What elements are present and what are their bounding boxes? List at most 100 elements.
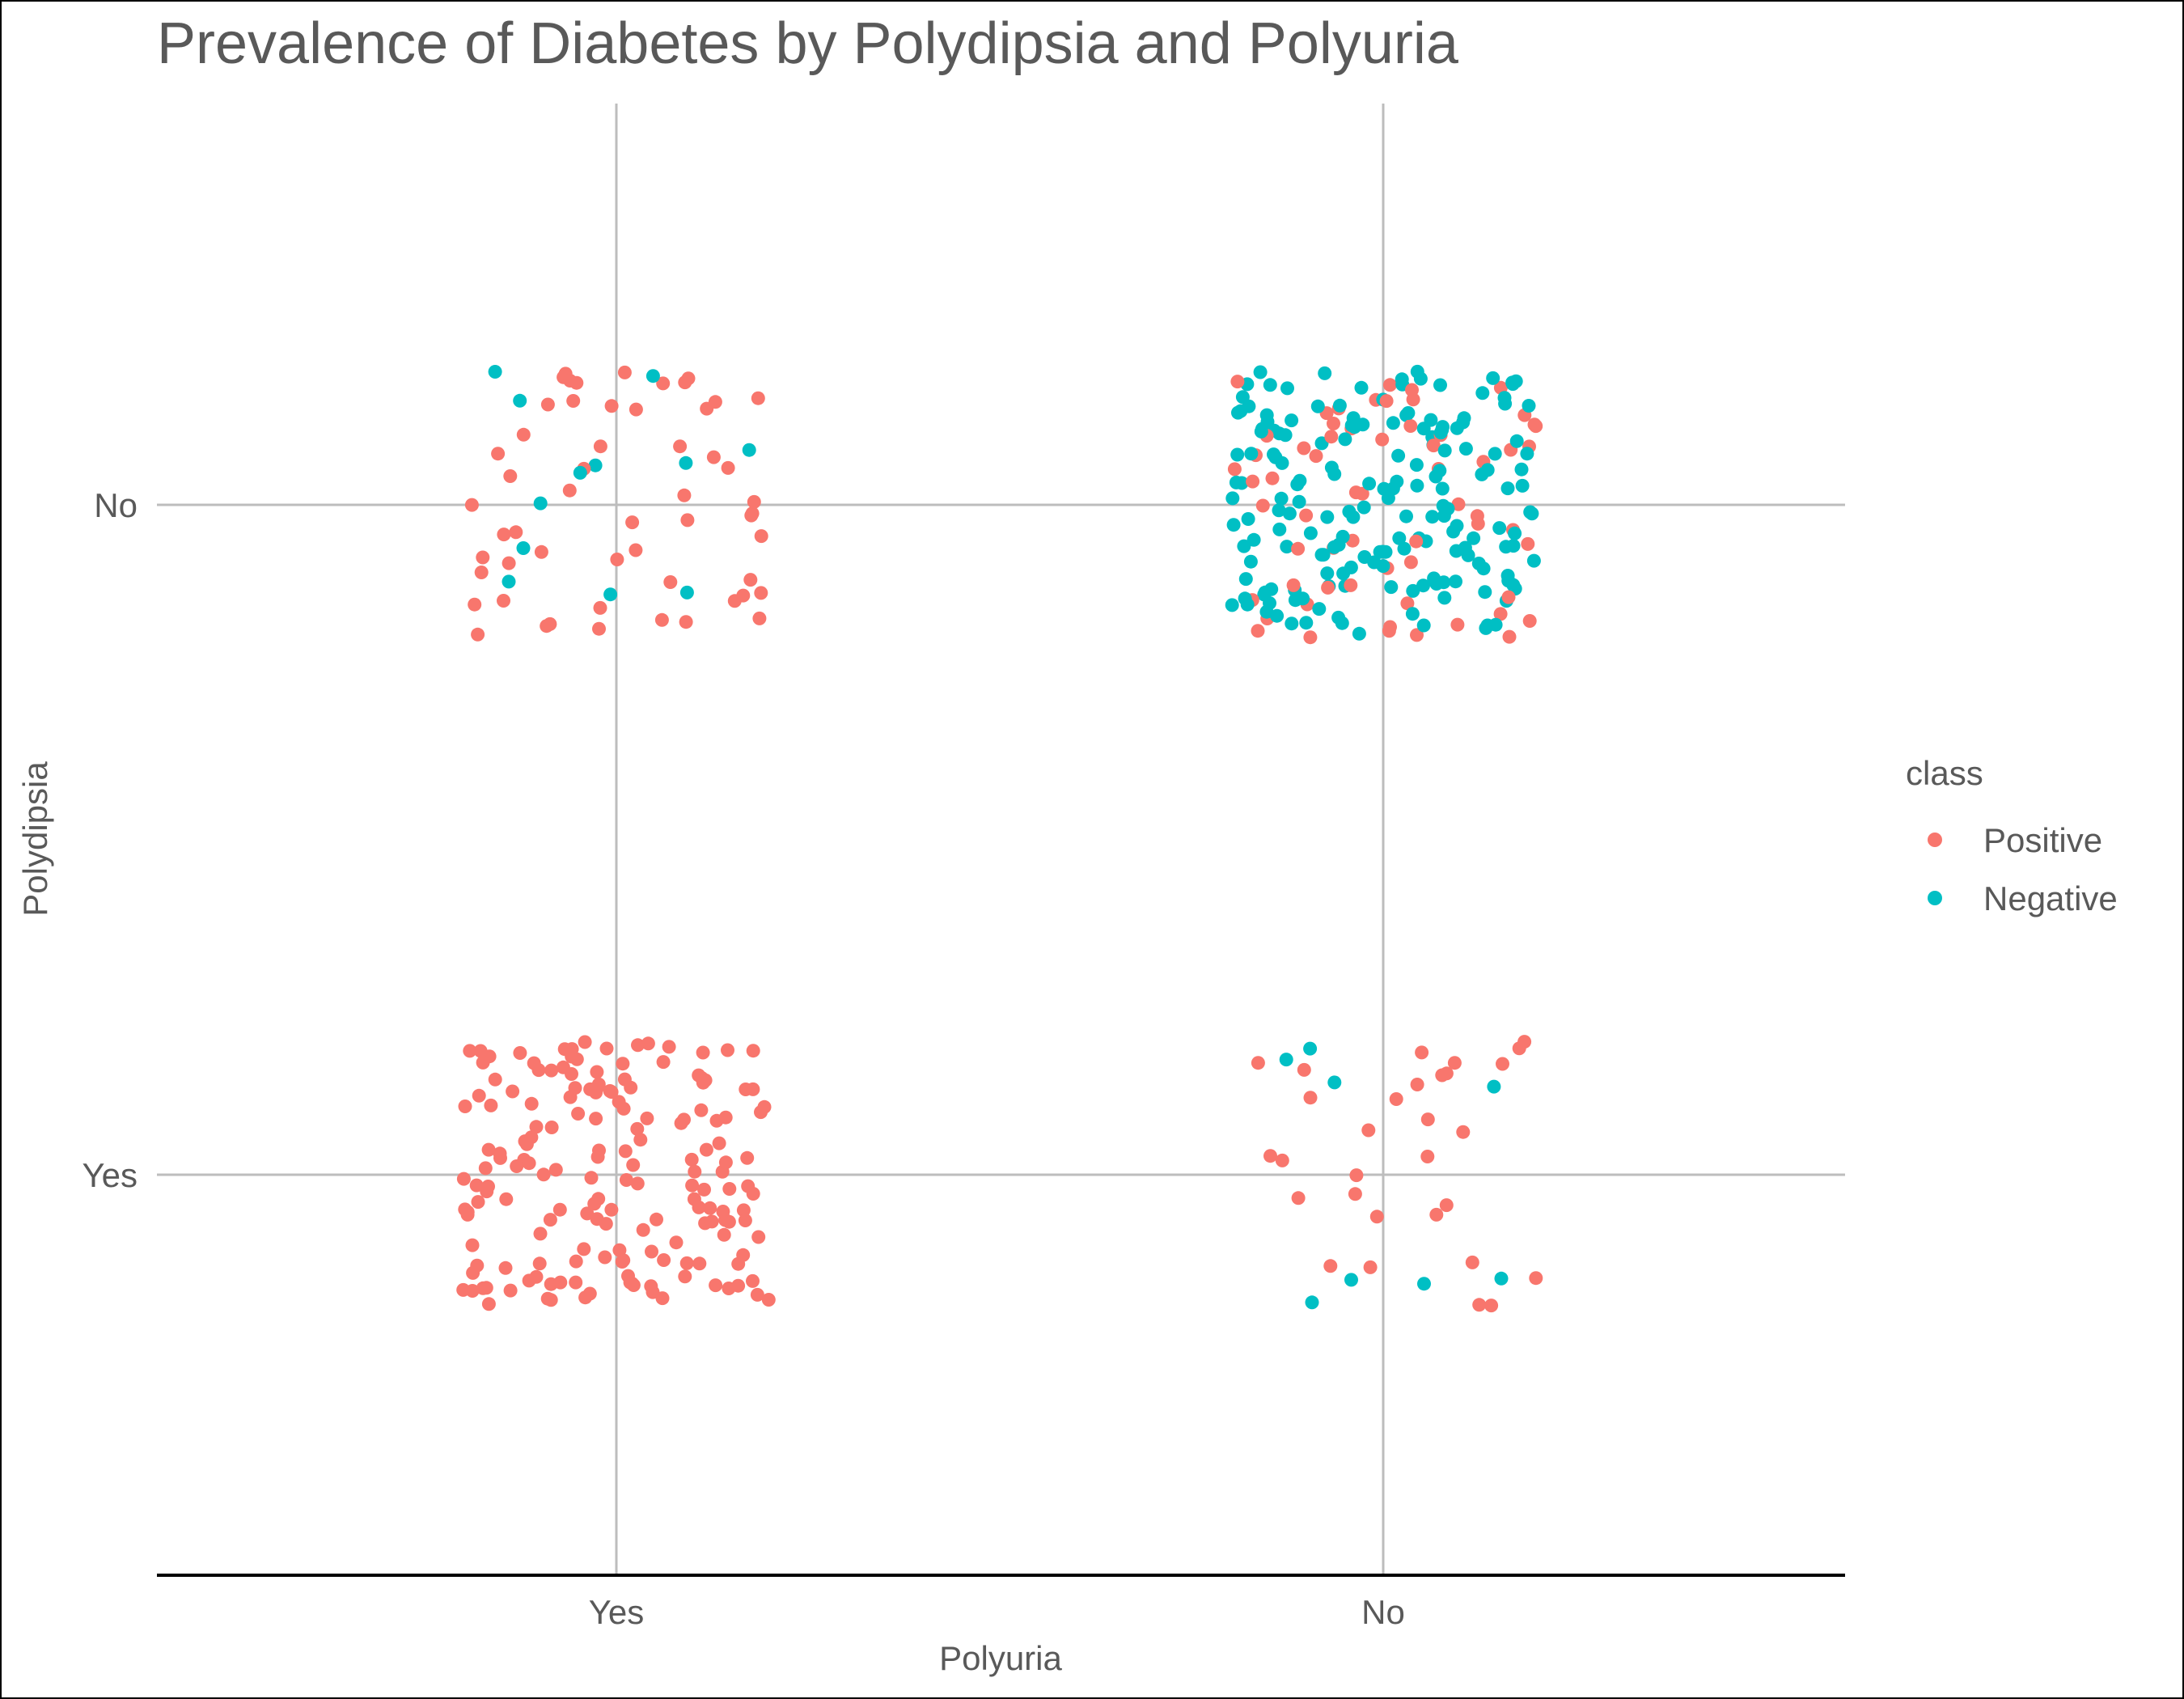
data-point-negative xyxy=(1500,481,1515,496)
x-tick-label: Yes xyxy=(589,1593,645,1631)
data-point-negative xyxy=(1435,481,1450,496)
x-tick-label: No xyxy=(1361,1593,1405,1631)
data-point-negative xyxy=(1508,526,1522,540)
data-point-positive xyxy=(1484,1299,1499,1313)
data-point-negative xyxy=(1471,557,1486,570)
data-point-negative xyxy=(603,587,618,602)
data-point-positive xyxy=(503,469,518,483)
data-point-positive xyxy=(677,488,692,502)
data-point-negative xyxy=(1357,500,1371,515)
data-point-negative xyxy=(1274,491,1289,506)
data-point-positive xyxy=(709,1113,724,1128)
data-point-negative xyxy=(1314,436,1329,451)
data-point-positive xyxy=(743,573,758,587)
y-tick-label: No xyxy=(94,486,138,524)
legend-label-positive: Positive xyxy=(1983,821,2102,859)
data-point-positive xyxy=(540,1291,555,1306)
data-point-positive xyxy=(1291,541,1306,556)
data-point-negative xyxy=(1229,475,1243,489)
data-point-positive xyxy=(1348,485,1363,500)
data-point-positive xyxy=(694,1070,709,1085)
data-point-positive xyxy=(571,1107,586,1121)
data-point-positive xyxy=(544,1063,559,1078)
x-axis-ticks: Yes No xyxy=(589,1593,1405,1631)
data-point-negative xyxy=(1280,381,1294,396)
data-point-negative xyxy=(1386,416,1400,430)
data-point-positive xyxy=(540,397,555,412)
data-point-negative xyxy=(1305,1295,1319,1310)
data-point-positive xyxy=(497,527,511,542)
data-point-negative xyxy=(1416,618,1431,633)
data-point-positive xyxy=(1327,417,1340,430)
data-point-negative xyxy=(1362,477,1377,491)
data-point-positive xyxy=(566,394,581,408)
data-point-positive xyxy=(599,1041,614,1056)
data-point-negative xyxy=(1410,364,1424,379)
data-point-positive xyxy=(562,483,577,498)
data-point-positive xyxy=(593,600,607,615)
data-point-negative xyxy=(1425,510,1440,524)
data-point-positive xyxy=(1420,1150,1435,1163)
data-point-positive xyxy=(1363,1260,1378,1274)
data-point-negative xyxy=(1264,582,1279,596)
data-point-positive xyxy=(685,1178,700,1193)
data-point-positive xyxy=(463,1044,477,1058)
data-point-negative xyxy=(1458,540,1472,555)
data-point-positive xyxy=(738,1214,752,1227)
data-point-positive xyxy=(655,1291,670,1306)
data-point-positive xyxy=(488,1072,502,1087)
data-point-positive xyxy=(644,1279,658,1294)
data-point-negative xyxy=(1515,478,1530,493)
data-point-positive xyxy=(654,612,669,627)
data-point-positive xyxy=(470,1258,485,1273)
legend-key-negative xyxy=(1928,891,1942,905)
data-point-positive xyxy=(1450,617,1465,632)
data-point-positive xyxy=(699,1142,713,1157)
data-point-negative xyxy=(513,393,527,408)
data-point-negative xyxy=(1525,506,1539,521)
data-point-positive xyxy=(681,371,696,386)
data-point-negative xyxy=(1487,1079,1501,1094)
data-point-positive xyxy=(1227,462,1242,477)
data-point-positive xyxy=(1403,555,1418,570)
data-point-negative xyxy=(1303,526,1318,540)
chart-title: Prevalence of Diabetes by Polydipsia and… xyxy=(157,11,1459,76)
data-point-negative xyxy=(1285,413,1299,428)
data-point-negative xyxy=(516,541,531,555)
data-point-positive xyxy=(741,1179,756,1193)
data-point-positive xyxy=(630,1176,645,1191)
data-point-positive xyxy=(1303,630,1318,645)
data-point-positive xyxy=(456,1172,471,1186)
data-point-positive xyxy=(1439,1198,1454,1213)
data-point-negative xyxy=(1290,477,1305,492)
data-point-positive xyxy=(662,1040,676,1054)
data-point-positive xyxy=(1299,508,1314,523)
data-point-negative xyxy=(1488,617,1503,632)
data-point-negative xyxy=(1494,1271,1509,1286)
data-point-positive xyxy=(529,1120,544,1134)
data-point-negative xyxy=(1254,424,1268,439)
data-point-positive xyxy=(1420,1112,1435,1127)
y-axis-ticks: Yes No xyxy=(82,486,138,1194)
data-point-negative xyxy=(1450,421,1464,435)
data-point-positive xyxy=(1447,1056,1462,1070)
data-point-negative xyxy=(588,458,603,472)
data-point-negative xyxy=(1378,544,1393,559)
data-point-positive xyxy=(630,1121,645,1136)
data-point-positive xyxy=(1379,394,1394,409)
data-point-positive xyxy=(673,439,688,454)
data-point-negative xyxy=(1318,366,1332,380)
data-point-positive xyxy=(522,1156,536,1171)
data-point-positive xyxy=(1348,1187,1362,1201)
data-point-positive xyxy=(1409,534,1424,549)
legend: class Positive Negative xyxy=(1906,754,2118,917)
data-point-positive xyxy=(1375,432,1390,447)
data-point-positive xyxy=(656,376,671,391)
data-point-positive xyxy=(1410,1078,1424,1091)
data-point-negative xyxy=(1409,458,1424,472)
data-point-negative xyxy=(1348,420,1362,434)
data-point-negative xyxy=(1417,1277,1431,1291)
data-point-negative xyxy=(1253,365,1268,379)
data-point-positive xyxy=(692,1256,707,1271)
data-point-negative xyxy=(1344,1273,1358,1287)
